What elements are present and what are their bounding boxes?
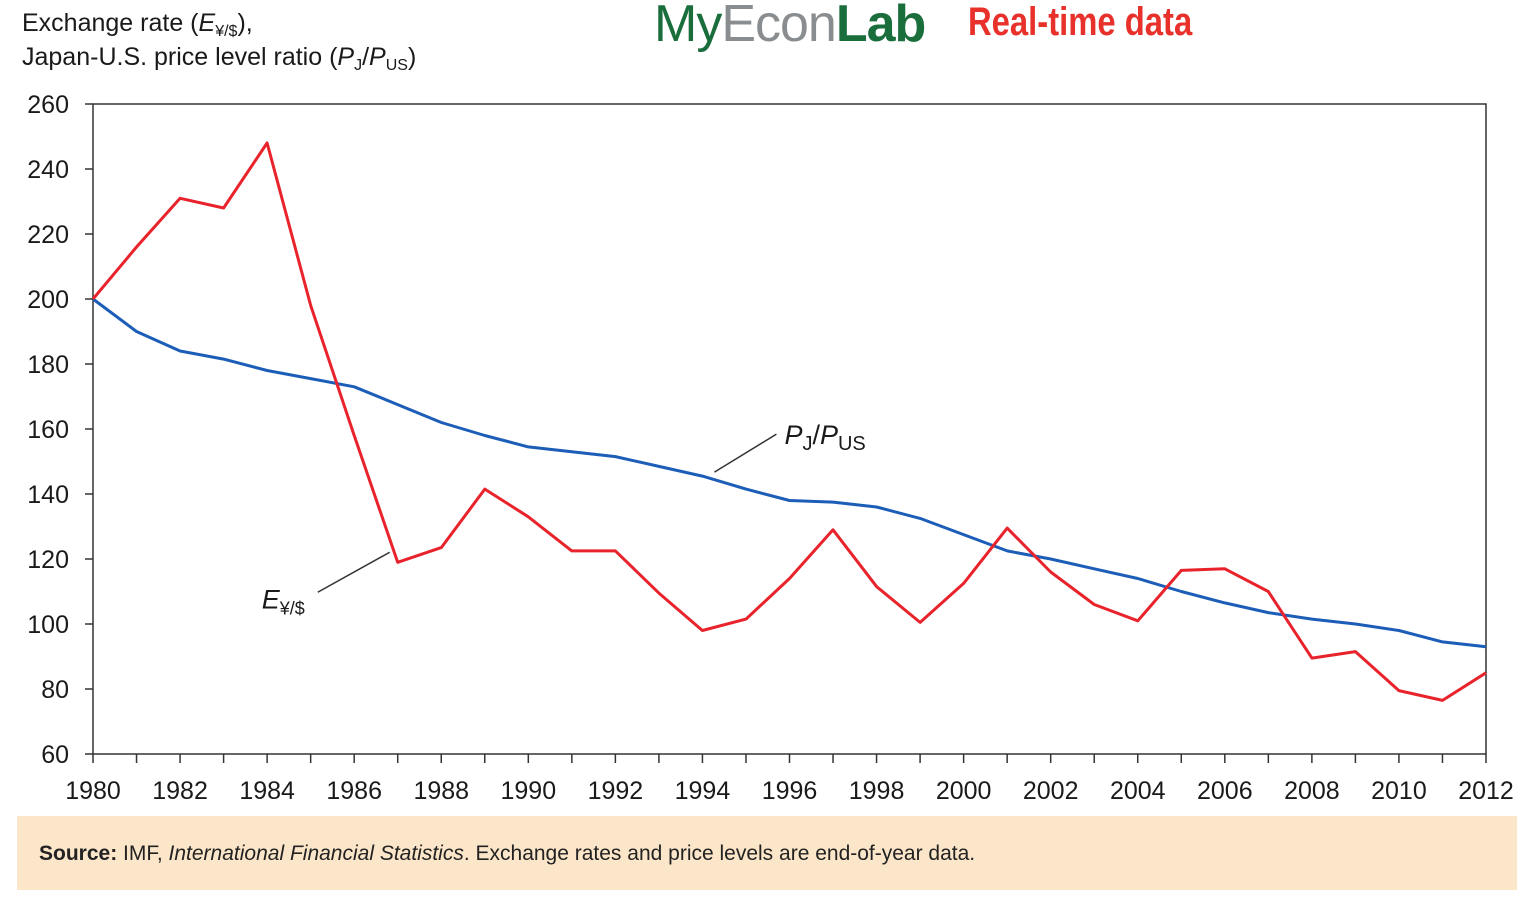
ylabel-line1-var: E (198, 9, 216, 37)
x-tick-label: 2004 (1110, 777, 1166, 805)
series-layer (91, 141, 1487, 702)
price-ratio-label: PJ/PUS (784, 420, 865, 455)
realtime-data-label: Real-time data (968, 0, 1193, 44)
source-note: Source: IMF, International Financial Sta… (39, 842, 975, 866)
ylabel-line1-prefix: Exchange rate ( (22, 9, 199, 37)
myeconlab-logo: MyEconLab (654, 0, 926, 54)
x-tick-label: 1984 (239, 777, 295, 805)
price-ratio-label-part: / (812, 420, 820, 450)
x-tick-label: 1994 (675, 777, 731, 805)
price-ratio-line (92, 297, 1487, 649)
price-ratio-label-part: P (784, 420, 802, 450)
x-tick-label: 1986 (326, 777, 382, 805)
source-text-1: IMF, (117, 842, 169, 865)
price-ratio-leader-line (714, 433, 777, 473)
price-ratio-label-part: US (838, 433, 866, 455)
ylabel-line2-sub1: J (354, 57, 363, 74)
ylabel-line2-suffix: ) (407, 43, 417, 71)
ylabel-line1-sub: ¥/$ (215, 23, 238, 40)
y-tick-label: 260 (27, 91, 69, 119)
line-chart: 60 80 100 120 140 160 180 200 220 240 260 1980 1982 1… (27, 91, 1514, 805)
x-tick-label: 1998 (849, 777, 905, 805)
exchange-rate-leader-line (317, 551, 391, 593)
ylabel-line2-prefix: Japan-U.S. price level ratio ( (22, 43, 338, 71)
price-ratio-label-part: J (802, 433, 812, 455)
exchange-rate-label-sub: ¥/$ (279, 598, 305, 618)
x-tick-label: 2000 (936, 777, 992, 805)
y-axis-title-line1: Exchange rate (E¥/$), (22, 6, 416, 40)
ylabel-line2-sub2: US (385, 57, 408, 74)
logo-econ: Econ (721, 0, 837, 53)
y-tick-label: 120 (27, 546, 69, 574)
source-text-2: . Exchange rates and price levels are en… (463, 842, 976, 865)
x-tick-label: 1996 (762, 777, 818, 805)
x-tick-label: 2008 (1284, 777, 1340, 805)
source-note-bar: Source: IMF, International Financial Sta… (17, 816, 1517, 890)
exchange-rate-line (91, 141, 1487, 702)
y-axis-title-line2: Japan-U.S. price level ratio (PJ/PUS) (22, 40, 416, 74)
x-tick-label: 2002 (1023, 777, 1079, 805)
y-tick-label: 180 (27, 351, 69, 379)
y-tick-label: 240 (27, 156, 69, 184)
x-tick-label: 2006 (1197, 777, 1253, 805)
x-tick-label: 2012 (1458, 777, 1514, 805)
exchange-rate-label: E¥/$ (262, 584, 305, 618)
ylabel-line2-p2: P (369, 43, 386, 71)
y-tick-label: 100 (27, 611, 69, 639)
y-axis-title: Exchange rate (E¥/$), Japan-U.S. price l… (22, 6, 416, 74)
x-tick-label: 1990 (501, 777, 557, 805)
y-tick-label: 140 (27, 481, 69, 509)
y-tick-label: 60 (41, 741, 69, 769)
logo-my: My (654, 0, 722, 53)
y-tick-label: 80 (41, 676, 69, 704)
x-tick-label: 1980 (65, 777, 121, 805)
ylabel-line2-slash: / (362, 43, 370, 71)
x-tick-label: 1982 (152, 777, 208, 805)
ylabel-line2-p1: P (337, 43, 355, 71)
ylabel-line1-suffix: ), (237, 9, 253, 37)
y-tick-label: 220 (27, 221, 69, 249)
logo-lab: Lab (835, 0, 926, 53)
axes-layer: 60 80 100 120 140 160 180 200 220 240 260 1980 1982 1… (27, 91, 1514, 805)
exchange-rate-label-var: E (262, 584, 281, 614)
y-tick-label: 200 (27, 286, 69, 314)
y-tick-label: 160 (27, 416, 69, 444)
source-label: Source: (39, 842, 118, 865)
price-ratio-label-part: P (820, 420, 838, 450)
x-tick-label: 1988 (413, 777, 469, 805)
x-tick-label: 2010 (1371, 777, 1427, 805)
x-tick-label: 1992 (588, 777, 644, 805)
source-publication: International Financial Statistics (168, 842, 464, 865)
